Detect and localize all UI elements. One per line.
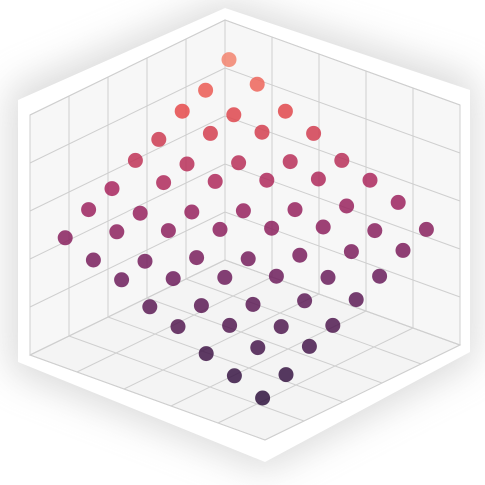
- point: [137, 253, 153, 269]
- point: [212, 221, 228, 237]
- point: [343, 244, 359, 260]
- grid-line: [68, 335, 305, 422]
- point: [198, 346, 214, 362]
- grid-line: [224, 259, 461, 346]
- point: [264, 220, 280, 236]
- point: [221, 52, 237, 68]
- grid-line: [29, 67, 226, 164]
- point: [85, 252, 101, 268]
- point: [301, 338, 317, 354]
- point: [372, 268, 388, 284]
- point: [174, 103, 190, 119]
- point: [320, 269, 336, 285]
- point: [109, 224, 125, 240]
- point: [273, 319, 289, 335]
- grid-line: [146, 297, 383, 384]
- point: [226, 107, 242, 123]
- point: [268, 268, 284, 284]
- point: [395, 242, 411, 258]
- grid-line: [264, 344, 461, 441]
- point: [231, 155, 247, 171]
- grid-line: [107, 316, 344, 403]
- point: [226, 368, 242, 384]
- point: [277, 103, 293, 119]
- point: [362, 172, 378, 188]
- point: [240, 251, 256, 267]
- point: [245, 296, 261, 312]
- point: [132, 205, 148, 221]
- point: [418, 221, 434, 237]
- grid-line: [224, 211, 461, 298]
- grid-line: [29, 259, 226, 356]
- point: [217, 269, 233, 285]
- grid-line: [29, 354, 266, 441]
- point: [282, 154, 298, 170]
- point: [189, 250, 205, 266]
- grid-line: [217, 327, 414, 424]
- point: [114, 272, 130, 288]
- grid-line: [29, 115, 226, 212]
- point: [315, 219, 331, 235]
- point: [104, 181, 120, 197]
- point: [339, 198, 355, 214]
- point: [198, 82, 214, 98]
- point: [156, 175, 172, 191]
- grid-line: [185, 278, 422, 365]
- point: [278, 367, 294, 383]
- panes: [28, 19, 462, 441]
- point: [259, 172, 275, 188]
- point: [193, 298, 209, 314]
- points: [57, 52, 434, 406]
- point: [170, 319, 186, 335]
- point: [367, 223, 383, 239]
- point: [310, 171, 326, 187]
- point: [390, 194, 406, 210]
- point: [57, 230, 73, 246]
- point: [165, 271, 181, 287]
- point: [184, 204, 200, 220]
- point: [250, 340, 266, 356]
- point: [222, 317, 238, 333]
- point: [202, 125, 218, 141]
- grid-line: [224, 19, 461, 106]
- point: [127, 152, 143, 168]
- point: [255, 390, 271, 406]
- point: [254, 124, 270, 140]
- point: [160, 223, 176, 239]
- point: [306, 125, 322, 141]
- point: [151, 131, 167, 147]
- grid-line: [29, 19, 226, 116]
- point: [207, 173, 223, 189]
- point: [334, 152, 350, 168]
- point: [287, 202, 303, 218]
- grid-line: [123, 293, 320, 390]
- point: [179, 156, 195, 172]
- point: [142, 299, 158, 315]
- point: [325, 317, 341, 333]
- point: [297, 293, 313, 309]
- point: [249, 76, 265, 92]
- grid-line: [29, 211, 226, 308]
- point: [292, 247, 308, 263]
- point: [348, 292, 364, 308]
- point: [81, 202, 97, 218]
- point: [235, 203, 251, 219]
